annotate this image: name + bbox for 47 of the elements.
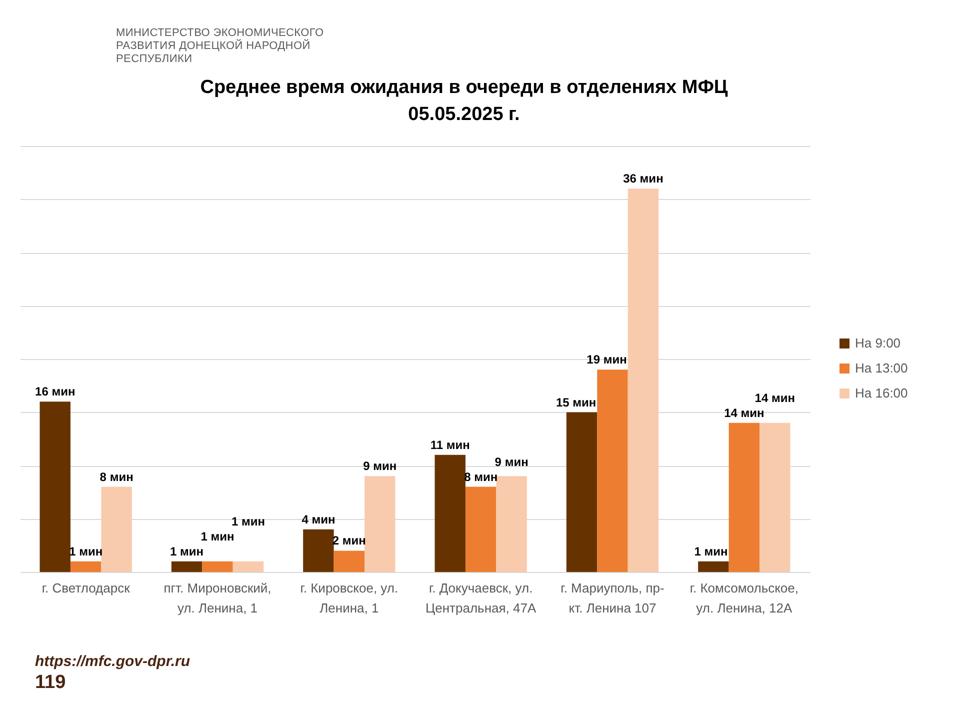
x-tick-label: г. Докучаевск, ул. Центральная, 47А [426,580,536,616]
data-label: 1 мин [231,514,265,528]
x-tick-label: г. Светлодарск [42,580,130,596]
chart-title: Среднее время ожидания в очереди в отделениях МФЦ [200,77,728,98]
text: МИНИСТЕРСТВО ЭКОНОМИЧЕСКОГО РАЗВИТИЯ ДОНЕЦКОЙ НАРОДНОЙ РЕСПУБЛИКИ [116,27,325,66]
bar [628,188,659,572]
text: https://mfc.gov-dpr.ru [35,653,190,670]
text: 119 [35,672,66,694]
x-tick-label: г. Кировское, ул. Ленина, 1 [300,580,398,616]
data-label: 15 мин [556,395,596,410]
data-label: 16 мин [35,384,76,399]
bar [70,561,102,572]
data-label: 1 мин [200,529,234,544]
data-label: 1 мин [170,544,204,558]
bar [101,486,132,572]
legend-label: На 9:00 [855,336,901,350]
data-label: 9 мин [494,454,528,469]
bar [728,422,760,572]
chart-subtitle: 05.05.2025 г. [408,104,520,125]
bar [698,561,729,572]
legend-label: На 16:00 [855,386,908,400]
bar [566,412,598,572]
bar [597,370,628,572]
data-label: 19 мин [586,352,627,367]
x-tick-label: г. Комсомольское, ул. Ленина, 12А [690,580,798,616]
bar [303,529,334,572]
bar [171,561,202,572]
bar [364,476,396,572]
data-label: 14 мин [724,406,764,420]
bar [202,561,233,572]
x-tick-label: г. Мариуполь, пр-кт. Ленина 107 [560,580,664,616]
bar [334,550,365,572]
x-tick-label: пгт. Мироновский, ул. Ленина, 1 [164,580,272,616]
data-label: 8 мин [100,470,134,484]
bar [232,561,264,572]
data-label: 14 мин [754,390,795,405]
data-label: 11 мин [430,438,470,452]
data-label: 4 мин [302,512,336,526]
legend-label: На 13:00 [855,360,908,376]
data-label: 1 мин [694,544,728,558]
bar [465,486,496,572]
data-label: 9 мин [363,459,397,474]
bar [434,454,466,572]
data-label: 36 мин [623,172,664,186]
bar [760,422,790,572]
bar [496,476,527,572]
bar [40,402,70,572]
